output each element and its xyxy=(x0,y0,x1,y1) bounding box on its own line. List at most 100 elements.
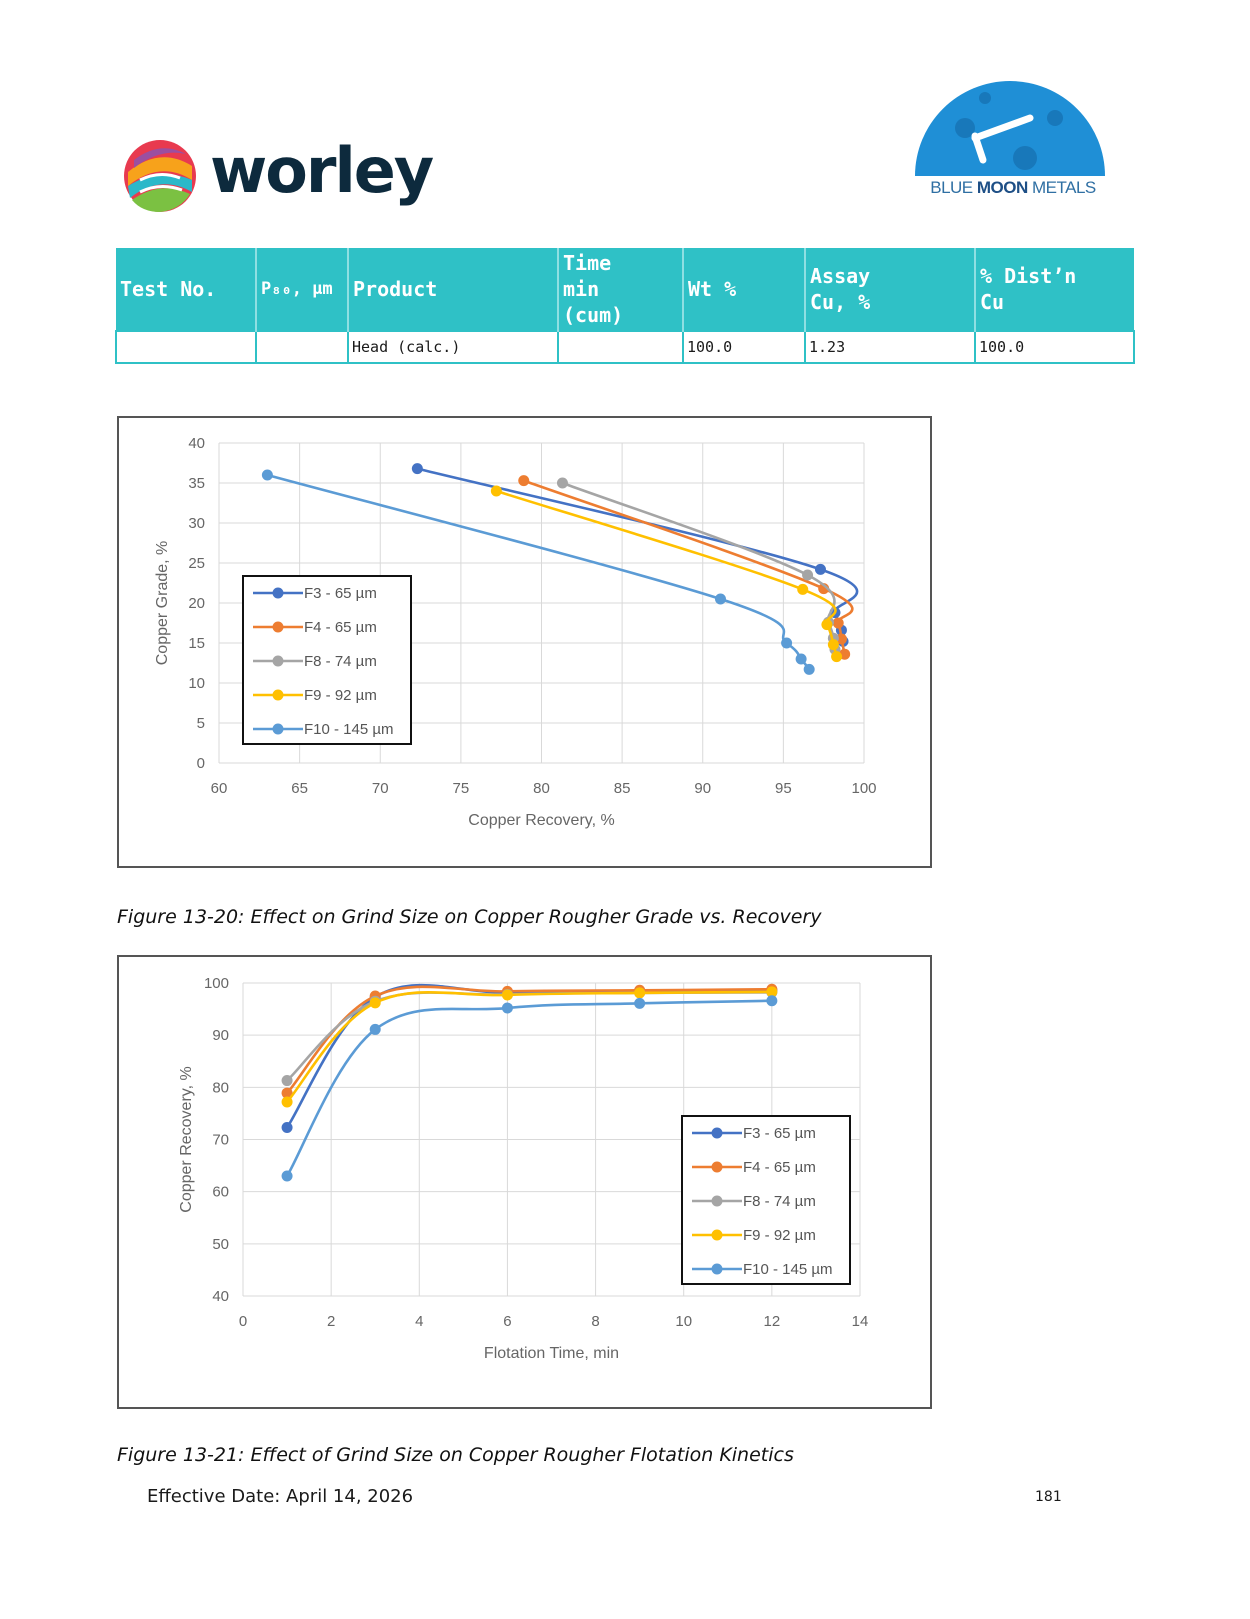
x-axis-label: Copper Recovery, % xyxy=(468,812,614,829)
x-tick-label: 8 xyxy=(591,1313,599,1330)
data-point xyxy=(781,637,793,649)
worley-logo: worley xyxy=(120,132,440,222)
x-tick-label: 85 xyxy=(614,780,631,797)
grade-recovery-chart: 60 65 70 75 80 85 90 95 100 0 5 10 15 20 25 30 35 40 Coppe… xyxy=(117,416,932,868)
flotation-kinetics-chart-svg: 0 2 4 6 8 10 12 14 40 50 60 70 80 90 100 Flotation Time… xyxy=(178,975,869,1362)
figure-caption-13-20: Figure 13-20: Effect on Grind Size on Co… xyxy=(117,906,822,928)
data-point xyxy=(821,619,833,631)
y-tick-label: 70 xyxy=(212,1132,229,1149)
legend-entry-label: F8 - 74 µm xyxy=(304,653,377,670)
legend-entry-label: F4 - 65 µm xyxy=(743,1159,816,1176)
data-point xyxy=(827,639,839,651)
data-point xyxy=(766,986,778,998)
x-tick-label: 80 xyxy=(533,780,550,797)
series-line xyxy=(417,467,859,642)
legend-entry-label: F9 - 92 µm xyxy=(743,1227,816,1244)
table-cell xyxy=(255,330,349,364)
data-point xyxy=(501,989,513,1001)
y-tick-label: 100 xyxy=(204,975,229,992)
data-point xyxy=(556,477,568,489)
legend-swatch-marker xyxy=(272,587,284,599)
data-point xyxy=(369,997,381,1009)
y-tick-label: 60 xyxy=(212,1184,229,1201)
col-header-dist: % Dist’n Cu xyxy=(975,248,1134,331)
legend-entry-label: F3 - 65 µm xyxy=(304,585,377,602)
legend-swatch-marker xyxy=(711,1263,723,1275)
x-tick-label: 70 xyxy=(372,780,389,797)
data-point xyxy=(634,987,646,999)
table-cell: 1.23 xyxy=(804,330,976,364)
legend-swatch-marker xyxy=(272,723,284,735)
legend-entry-label: F10 - 145 µm xyxy=(304,721,394,738)
data-point xyxy=(261,469,273,481)
col-header-assay: Assay Cu, % xyxy=(805,248,976,331)
x-axis-label: Flotation Time, min xyxy=(484,1345,619,1362)
flotation-kinetics-chart: 0 2 4 6 8 10 12 14 40 50 60 70 80 90 100 Flotation Time… xyxy=(117,955,932,1409)
legend-swatch-marker xyxy=(711,1229,723,1241)
x-tick-label: 75 xyxy=(453,780,470,797)
table-cell: 100.0 xyxy=(682,330,806,364)
col-header-p80: P₈₀, µm xyxy=(256,248,349,331)
legend-entry-label: F8 - 74 µm xyxy=(743,1193,816,1210)
y-tick-label: 15 xyxy=(188,635,205,652)
effective-date: Effective Date: April 14, 2026 xyxy=(147,1486,414,1507)
x-tick-label: 0 xyxy=(239,1313,247,1330)
data-point xyxy=(281,1087,293,1099)
x-tick-label: 6 xyxy=(503,1313,511,1330)
data-point xyxy=(802,569,814,581)
data-point xyxy=(501,1002,513,1014)
data-point xyxy=(831,651,843,663)
data-point xyxy=(281,1122,293,1134)
series-line xyxy=(285,999,772,1177)
y-axis-label: Copper Grade, % xyxy=(154,541,171,666)
x-tick-label: 100 xyxy=(851,780,876,797)
x-tick-label: 95 xyxy=(775,780,792,797)
legend-swatch-marker xyxy=(711,1161,723,1173)
data-point xyxy=(795,653,807,665)
y-tick-label: 25 xyxy=(188,555,205,572)
y-tick-label: 20 xyxy=(188,595,205,612)
grade-recovery-chart-svg: 60 65 70 75 80 85 90 95 100 0 5 10 15 20 25 30 35 40 Coppe… xyxy=(154,435,877,829)
data-point xyxy=(281,1096,293,1108)
y-tick-label: 40 xyxy=(188,435,205,452)
table-row: Head (calc.) 100.0 1.23 100.0 xyxy=(115,330,1135,364)
data-point xyxy=(714,593,726,605)
data-point xyxy=(766,995,778,1007)
col-header-time: Time min (cum) xyxy=(558,248,684,331)
legend-entry-label: F10 - 145 µm xyxy=(743,1261,833,1278)
x-tick-label: 90 xyxy=(694,780,711,797)
data-point xyxy=(835,633,847,645)
data-point xyxy=(411,463,423,475)
y-tick-label: 30 xyxy=(188,515,205,532)
legend-swatch-marker xyxy=(272,689,284,701)
table-cell: 100.0 xyxy=(974,330,1135,364)
legend-entry-label: F9 - 92 µm xyxy=(304,687,377,704)
y-axis-label: Copper Recovery, % xyxy=(178,1066,195,1212)
data-point xyxy=(832,617,844,629)
worley-wordmark: worley xyxy=(210,134,434,207)
data-point xyxy=(369,1023,381,1035)
data-point xyxy=(518,475,530,487)
table-cell: Head (calc.) xyxy=(347,330,559,364)
col-header-product: Product xyxy=(348,248,559,331)
data-point xyxy=(803,663,815,675)
legend-entry-label: F4 - 65 µm xyxy=(304,619,377,636)
x-tick-label: 4 xyxy=(415,1313,423,1330)
blue-moon-metals-wordmark: BLUE MOON METALS xyxy=(930,178,1096,197)
x-tick-label: 2 xyxy=(327,1313,335,1330)
x-tick-label: 12 xyxy=(764,1313,781,1330)
y-tick-label: 90 xyxy=(212,1027,229,1044)
y-tick-label: 50 xyxy=(212,1236,229,1253)
y-tick-label: 5 xyxy=(197,715,205,732)
data-point xyxy=(814,563,826,575)
x-tick-label: 60 xyxy=(211,780,228,797)
table-header-row: Test No. P₈₀, µm Product Time min (cum) … xyxy=(116,248,1134,331)
data-point xyxy=(797,583,809,595)
col-header-wt: Wt % xyxy=(683,248,806,331)
page-number: 181 xyxy=(1035,1489,1062,1505)
x-tick-label: 14 xyxy=(852,1313,869,1330)
figure-caption-13-21: Figure 13-21: Effect of Grind Size on Co… xyxy=(117,1444,794,1466)
legend-swatch-marker xyxy=(272,655,284,667)
col-header-test-no: Test No. xyxy=(116,248,257,331)
table-cell xyxy=(115,330,257,364)
